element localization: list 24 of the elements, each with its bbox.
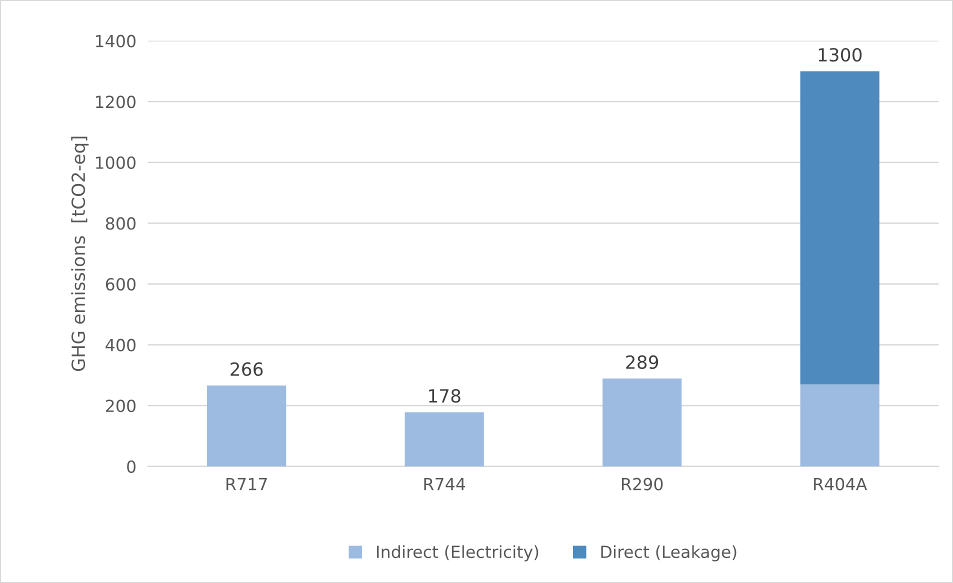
y-tick-label: 200 — [106, 400, 136, 412]
total-label: 178 — [429, 389, 460, 403]
legend-label: Indirect (Electricity) — [377, 545, 538, 562]
y-tick-label: 0 — [127, 460, 136, 473]
total-label: 266 — [230, 362, 263, 376]
x-tick-label: R717 — [226, 478, 267, 490]
y-tick-label: 1000 — [96, 156, 136, 169]
total-label: 289 — [626, 355, 658, 369]
y-tick-label: 1400 — [96, 34, 136, 48]
bar — [800, 71, 880, 384]
y-tick-label: 800 — [106, 217, 136, 230]
y-tick-label: 400 — [106, 338, 136, 352]
y-tick-label: 1200 — [96, 96, 136, 108]
bar — [207, 386, 286, 466]
x-tick-label: R404A — [814, 478, 868, 490]
x-tick-label: R290 — [622, 478, 663, 490]
bar — [800, 384, 880, 466]
legend-label: Direct (Leakage) — [601, 545, 736, 562]
y-tick-label: 600 — [106, 278, 136, 291]
bar — [404, 412, 484, 466]
y-axis-title: GHG emissions [tCO2-eq] — [71, 136, 89, 371]
x-tick-label: R744 — [424, 478, 466, 490]
bar — [602, 378, 682, 466]
total-label: 1300 — [818, 48, 862, 62]
